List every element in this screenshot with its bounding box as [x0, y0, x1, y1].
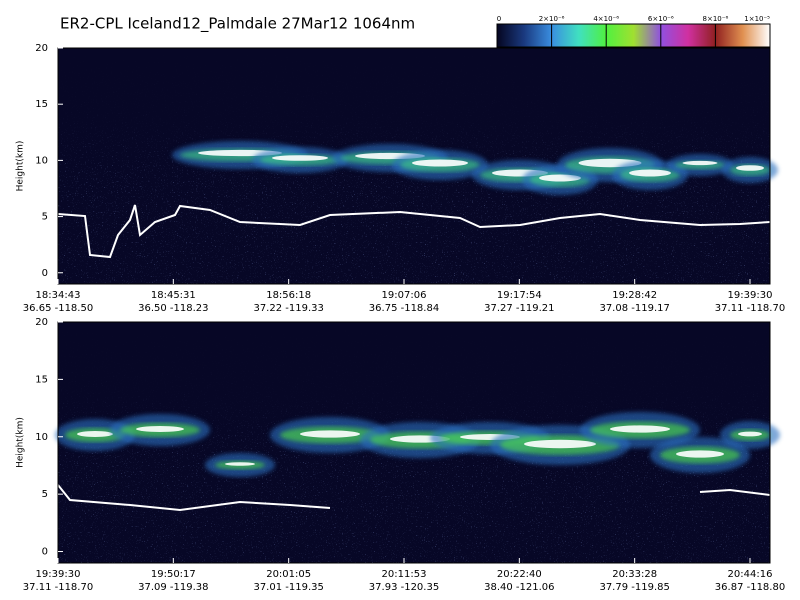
panels: 0 5 10 15 20 Height(km) 18:34:43 36.65 -118.50 1… — [16, 43, 786, 593]
cloud-core — [738, 431, 762, 437]
y-tick-label: 15 — [35, 374, 48, 385]
y-tick-label: 15 — [35, 99, 48, 110]
cloud-core — [77, 431, 113, 437]
y-tick-label: 20 — [35, 317, 48, 328]
x-tick-label: 18:45:31 — [151, 290, 196, 301]
x-location-label: 37.09 -119.38 — [138, 582, 208, 593]
colorbar-label: 1×10⁻⁵ — [744, 15, 770, 23]
x-location-label: 36.87 -118.80 — [715, 582, 785, 593]
cloud-core — [225, 462, 255, 466]
y-tick-label: 0 — [42, 547, 48, 558]
surface-return — [699, 488, 771, 496]
x-tick-label: 18:34:43 — [36, 290, 81, 301]
cloud-core — [524, 439, 596, 449]
x-tick-label: 20:01:05 — [266, 569, 311, 580]
y-tick-label: 0 — [42, 268, 48, 279]
cloud-core — [610, 425, 670, 433]
x-tick-label: 20:33:28 — [612, 569, 657, 580]
x-tick-label: 19:28:42 — [612, 290, 657, 301]
x-location-label: 37.27 -119.21 — [484, 303, 554, 314]
plot-frame — [57, 321, 771, 564]
x-location-label: 37.01 -119.35 — [253, 582, 323, 593]
y-tick-label: 5 — [42, 212, 48, 223]
x-location-label: 37.11 -118.70 — [715, 303, 785, 314]
y-axis-label: Height(km) — [16, 417, 26, 468]
chart-title: ER2-CPL Iceland12_Palmdale 27Mar12 1064n… — [60, 15, 415, 34]
colorbar-label: 8×10⁻⁶ — [703, 15, 729, 23]
x-tick-label: 20:44:16 — [728, 569, 773, 580]
x-location-label: 36.75 -118.84 — [369, 303, 439, 314]
x-tick-label: 19:50:17 — [151, 569, 196, 580]
x-location-label: 37.08 -119.17 — [599, 303, 669, 314]
x-location-label: 37.22 -119.33 — [253, 303, 323, 314]
cloud-core — [682, 160, 718, 166]
colorbar-label: 0 — [497, 15, 501, 23]
x-location-label: 37.11 -118.70 — [23, 582, 93, 593]
cloud-core — [736, 165, 764, 171]
colorbar-label: 4×10⁻⁶ — [593, 15, 619, 23]
x-location-label: 36.65 -118.50 — [23, 303, 93, 314]
y-tick-label: 10 — [35, 432, 48, 443]
cloud-core — [136, 426, 184, 432]
x-tick-label: 19:07:06 — [382, 290, 427, 301]
x-location-label: 37.93 -120.35 — [369, 582, 439, 593]
y-tick-label: 20 — [35, 43, 48, 54]
plot-frame — [57, 47, 771, 285]
cloud-core — [629, 169, 671, 177]
x-tick-label: 19:39:30 — [36, 569, 81, 580]
x-tick-label: 19:39:30 — [728, 290, 773, 301]
colorbar: 0 2×10⁻⁶ 4×10⁻⁶ 6×10⁻⁶ 8×10⁻⁶ 1×10⁻⁵ — [496, 15, 771, 48]
y-tick-label: 10 — [35, 155, 48, 166]
y-axis-label: Height(km) — [16, 141, 26, 192]
colorbar-label: 6×10⁻⁶ — [648, 15, 674, 23]
y-tick-label: 5 — [42, 489, 48, 500]
x-location-label: 38.40 -121.06 — [484, 582, 554, 593]
surface-return — [57, 204, 771, 259]
x-tick-label: 20:11:53 — [382, 569, 427, 580]
panel: 0 5 10 15 20 Height(km) 19:39:30 37.11 -118.70 1… — [16, 317, 786, 593]
x-tick-label: 20:22:40 — [497, 569, 542, 580]
cloud-core — [272, 155, 328, 161]
x-tick-label: 18:56:18 — [266, 290, 311, 301]
x-tick-label: 19:17:54 — [497, 290, 542, 301]
cloud-core — [676, 450, 724, 458]
x-location-label: 36.50 -118.23 — [138, 303, 208, 314]
colorbar-label: 2×10⁻⁶ — [539, 15, 565, 23]
cloud-core — [412, 159, 468, 167]
cloud-core — [300, 430, 360, 438]
x-location-label: 37.79 -119.85 — [599, 582, 669, 593]
panel: 0 5 10 15 20 Height(km) 18:34:43 36.65 -118.50 1… — [16, 43, 786, 314]
surface-return — [57, 484, 331, 512]
colorbar-ramp — [496, 23, 771, 48]
